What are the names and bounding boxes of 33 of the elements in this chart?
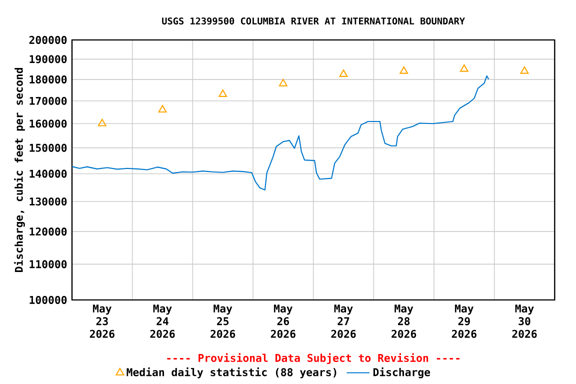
point	[218, 90, 228, 97]
x-tick-label: May 29 2026	[452, 304, 476, 338]
legend-label: Discharge	[373, 367, 430, 378]
y-tick-label: 160000	[30, 120, 67, 128]
y-tick-label: 100000	[30, 296, 67, 304]
y-axis-title: Discharge, cubic feet per second	[14, 68, 25, 272]
point	[158, 105, 167, 113]
y-tick-label: 120000	[30, 228, 67, 236]
x-tick-label: May 30 2026	[512, 304, 537, 338]
y-tick-label: 170000	[30, 96, 67, 105]
point	[98, 118, 106, 126]
point	[339, 70, 348, 77]
point	[278, 78, 288, 86]
y-tick-label: 190000	[30, 55, 67, 64]
legend-label: Median daily statistic (88 years)	[126, 367, 336, 378]
y-tick-label: 130000	[30, 197, 67, 206]
x-tick-label: May 28 2026	[392, 304, 416, 338]
y-tick-label: 140000	[30, 170, 67, 178]
y-tick-label: 150000	[30, 144, 67, 152]
text: ---- Provisional Data Subject to Revision ----	[167, 353, 460, 364]
y-tick-label: 180000	[30, 75, 67, 84]
x-tick-label: May 23 2026	[90, 304, 114, 338]
chart-title: USGS 12399500 COLUMBIA RIVER AT INTERNATIONAL BOUNDARY	[162, 17, 465, 25]
y-tick-label: 200000	[29, 36, 67, 44]
x-tick-label: May 25 2026	[210, 304, 236, 338]
x-tick-label: May 24 2026	[150, 304, 175, 338]
line-series	[71, 75, 490, 190]
point	[520, 66, 529, 74]
y-tick-label: 110000	[30, 260, 67, 268]
x-tick-label: May 26 2026	[270, 304, 296, 338]
x-tick-label: May 27 2026	[331, 304, 356, 338]
point	[460, 64, 468, 72]
point	[400, 66, 408, 74]
